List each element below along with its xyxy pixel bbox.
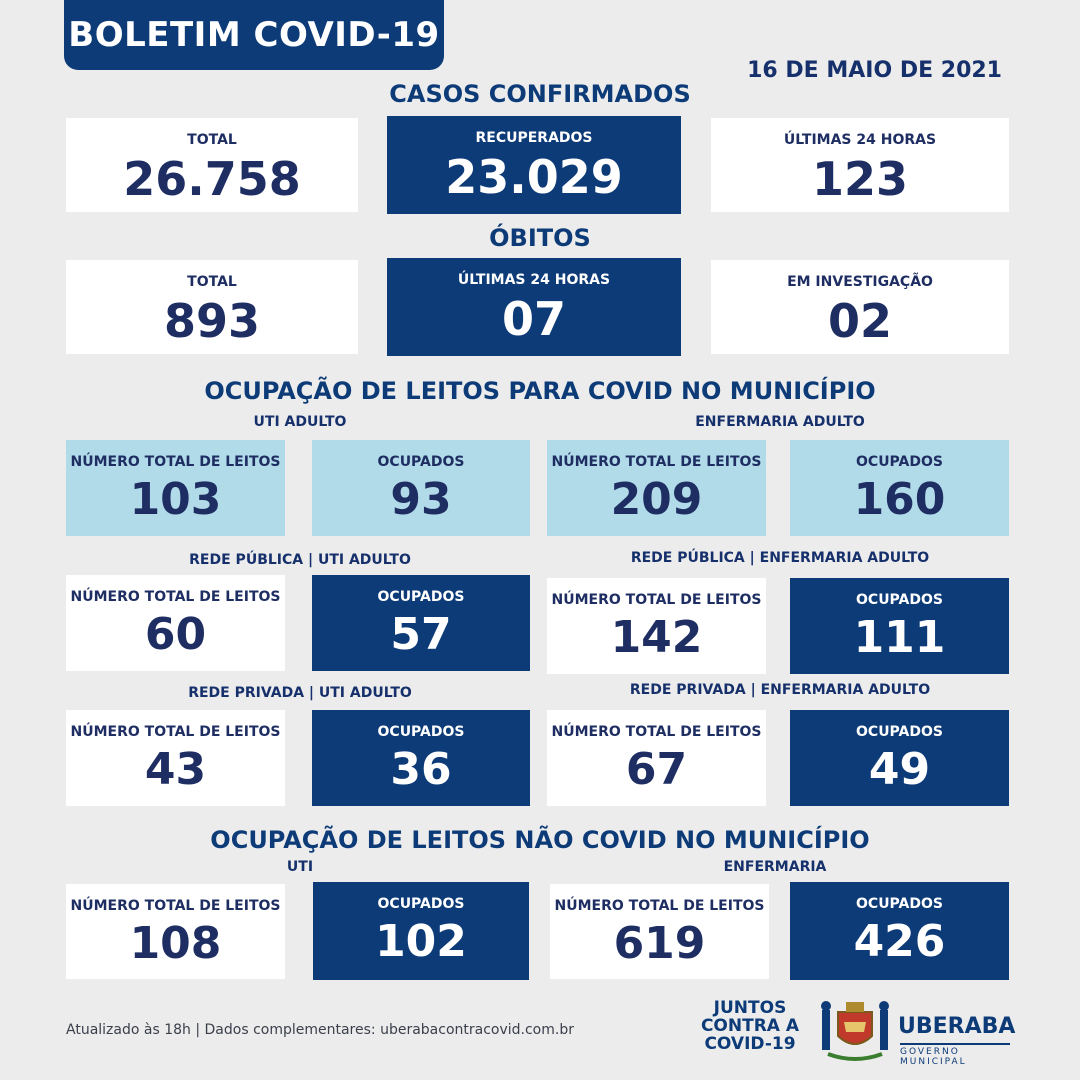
casos-total-card: TOTAL 26.758 bbox=[66, 118, 358, 212]
publica-uti-ocupados-label: OCUPADOS bbox=[377, 589, 465, 605]
publica-uti-total-value: 60 bbox=[144, 609, 207, 660]
juntos-line-3: COVID-19 bbox=[704, 1033, 796, 1054]
city-government-label: GOVERNO MUNICIPAL bbox=[900, 1043, 1010, 1067]
privada-uti-total-value: 43 bbox=[144, 744, 207, 795]
covid-uti-label: UTI ADULTO bbox=[253, 414, 347, 430]
privada-uti-total-card: NÚMERO TOTAL DE LEITOS 43 bbox=[66, 710, 285, 806]
nao-covid-enf-total-card: NÚMERO TOTAL DE LEITOS 619 bbox=[550, 884, 769, 979]
privada-uti-ocupados-card: OCUPADOS 36 bbox=[312, 710, 530, 806]
privada-enf-ocupados-card: OCUPADOS 49 bbox=[790, 710, 1009, 806]
obitos-ultimas-value: 07 bbox=[501, 292, 566, 346]
publica-uti-ocupados-value: 57 bbox=[390, 609, 452, 660]
nao-covid-title: OCUPAÇÃO DE LEITOS NÃO COVID NO MUNICÍPI… bbox=[210, 826, 870, 854]
casos-ultimas-value: 123 bbox=[811, 152, 909, 206]
obitos-total-value: 893 bbox=[163, 294, 261, 348]
publica-enf-total-card: NÚMERO TOTAL DE LEITOS 142 bbox=[547, 578, 766, 674]
nao-covid-enf-total-value: 619 bbox=[613, 918, 706, 969]
nao-covid-enf-ocupados-card: OCUPADOS 426 bbox=[790, 882, 1009, 980]
covid-enf-ocupados-value: 160 bbox=[853, 474, 946, 525]
bulletin-title: BOLETIM COVID-19 bbox=[64, 0, 444, 70]
covid-enf-total-card: NÚMERO TOTAL DE LEITOS 209 bbox=[547, 440, 766, 536]
privada-uti-ocupados-value: 36 bbox=[390, 744, 452, 795]
casos-ultimas-label: ÚLTIMAS 24 HORAS bbox=[783, 132, 937, 148]
obitos-total-label: TOTAL bbox=[187, 274, 237, 290]
nao-covid-uti-total-label: NÚMERO TOTAL DE LEITOS bbox=[70, 898, 281, 914]
nao-covid-enf-ocupados-label: OCUPADOS bbox=[856, 896, 943, 912]
privada-uti-ocupados-label: OCUPADOS bbox=[377, 724, 465, 740]
casos-total-value: 26.758 bbox=[123, 152, 301, 206]
nao-covid-uti-total-value: 108 bbox=[129, 918, 222, 969]
privada-enf-ocupados-value: 49 bbox=[868, 744, 931, 795]
covid-enf-label: ENFERMARIA ADULTO bbox=[695, 414, 865, 430]
obitos-total-card: TOTAL 893 bbox=[66, 260, 358, 354]
nao-covid-uti-ocupados-card: OCUPADOS 102 bbox=[313, 882, 529, 980]
covid-uti-total-label: NÚMERO TOTAL DE LEITOS bbox=[70, 454, 281, 470]
privada-enf-total-label: NÚMERO TOTAL DE LEITOS bbox=[551, 724, 762, 740]
nao-covid-uti-total-card: NÚMERO TOTAL DE LEITOS 108 bbox=[66, 884, 285, 979]
covid-uti-ocupados-card: OCUPADOS 93 bbox=[312, 440, 530, 536]
nao-covid-enf-label: ENFERMARIA bbox=[723, 859, 827, 875]
publica-uti-total-card: NÚMERO TOTAL DE LEITOS 60 bbox=[66, 575, 285, 671]
footer-note: Atualizado às 18h | Dados complementares… bbox=[66, 1022, 574, 1038]
privada-uti-label: REDE PRIVADA | UTI ADULTO bbox=[188, 685, 412, 701]
publica-uti-label: REDE PÚBLICA | UTI ADULTO bbox=[189, 552, 411, 568]
covid-enf-ocupados-card: OCUPADOS 160 bbox=[790, 440, 1009, 536]
casos-title: CASOS CONFIRMADOS bbox=[389, 80, 691, 108]
city-name: UBERABA bbox=[898, 1014, 1016, 1039]
nao-covid-uti-ocupados-value: 102 bbox=[375, 916, 467, 967]
covid-uti-total-card: NÚMERO TOTAL DE LEITOS 103 bbox=[66, 440, 285, 536]
obitos-ultimas-card: ÚLTIMAS 24 HORAS 07 bbox=[387, 258, 681, 356]
publica-uti-ocupados-card: OCUPADOS 57 bbox=[312, 575, 530, 671]
casos-recuperados-value: 23.029 bbox=[445, 150, 623, 204]
obitos-investigacao-card: EM INVESTIGAÇÃO 02 bbox=[711, 260, 1009, 354]
covid-occupancy-title: OCUPAÇÃO DE LEITOS PARA COVID NO MUNICÍP… bbox=[204, 377, 876, 405]
obitos-investigacao-label: EM INVESTIGAÇÃO bbox=[787, 274, 933, 290]
obitos-ultimas-label: ÚLTIMAS 24 HORAS bbox=[457, 272, 611, 288]
privada-enf-total-value: 67 bbox=[625, 744, 688, 795]
nao-covid-uti-ocupados-label: OCUPADOS bbox=[377, 896, 465, 912]
privada-enf-ocupados-label: OCUPADOS bbox=[856, 724, 943, 740]
obitos-investigacao-value: 02 bbox=[827, 294, 892, 348]
privada-uti-total-label: NÚMERO TOTAL DE LEITOS bbox=[70, 724, 281, 740]
casos-ultimas-card: ÚLTIMAS 24 HORAS 123 bbox=[711, 118, 1009, 212]
juntos-contra-covid-logo: JUNTOS CONTRA A COVID-19 bbox=[700, 998, 800, 1054]
casos-recuperados-label: RECUPERADOS bbox=[475, 130, 593, 146]
nao-covid-enf-ocupados-value: 426 bbox=[853, 916, 946, 967]
publica-enf-total-label: NÚMERO TOTAL DE LEITOS bbox=[551, 592, 762, 608]
publica-enf-ocupados-card: OCUPADOS 111 bbox=[790, 578, 1009, 674]
covid-uti-total-value: 103 bbox=[129, 474, 222, 525]
covid-enf-ocupados-label: OCUPADOS bbox=[856, 454, 943, 470]
casos-recuperados-card: RECUPERADOS 23.029 bbox=[387, 116, 681, 214]
publica-uti-total-label: NÚMERO TOTAL DE LEITOS bbox=[70, 589, 281, 605]
publica-enf-ocupados-value: 111 bbox=[853, 612, 946, 663]
juntos-line-2: CONTRA A bbox=[700, 1015, 800, 1036]
privada-enf-total-card: NÚMERO TOTAL DE LEITOS 67 bbox=[547, 710, 766, 806]
publica-enf-ocupados-label: OCUPADOS bbox=[856, 592, 943, 608]
obitos-title: ÓBITOS bbox=[489, 224, 591, 252]
publica-enf-total-value: 142 bbox=[610, 612, 703, 663]
juntos-line-1: JUNTOS bbox=[713, 998, 787, 1018]
covid-uti-ocupados-label: OCUPADOS bbox=[377, 454, 465, 470]
covid-enf-total-value: 209 bbox=[610, 474, 703, 525]
covid-enf-total-label: NÚMERO TOTAL DE LEITOS bbox=[551, 454, 762, 470]
privada-enf-label: REDE PRIVADA | ENFERMARIA ADULTO bbox=[629, 682, 931, 698]
casos-total-label: TOTAL bbox=[187, 132, 237, 148]
municipal-crest-icon bbox=[820, 998, 890, 1064]
nao-covid-uti-label: UTI bbox=[286, 859, 314, 875]
publica-enf-label: REDE PÚBLICA | ENFERMARIA ADULTO bbox=[630, 550, 930, 566]
bulletin-date: 16 DE MAIO DE 2021 bbox=[747, 58, 1002, 83]
covid-uti-ocupados-value: 93 bbox=[390, 474, 452, 525]
nao-covid-enf-total-label: NÚMERO TOTAL DE LEITOS bbox=[554, 898, 765, 914]
